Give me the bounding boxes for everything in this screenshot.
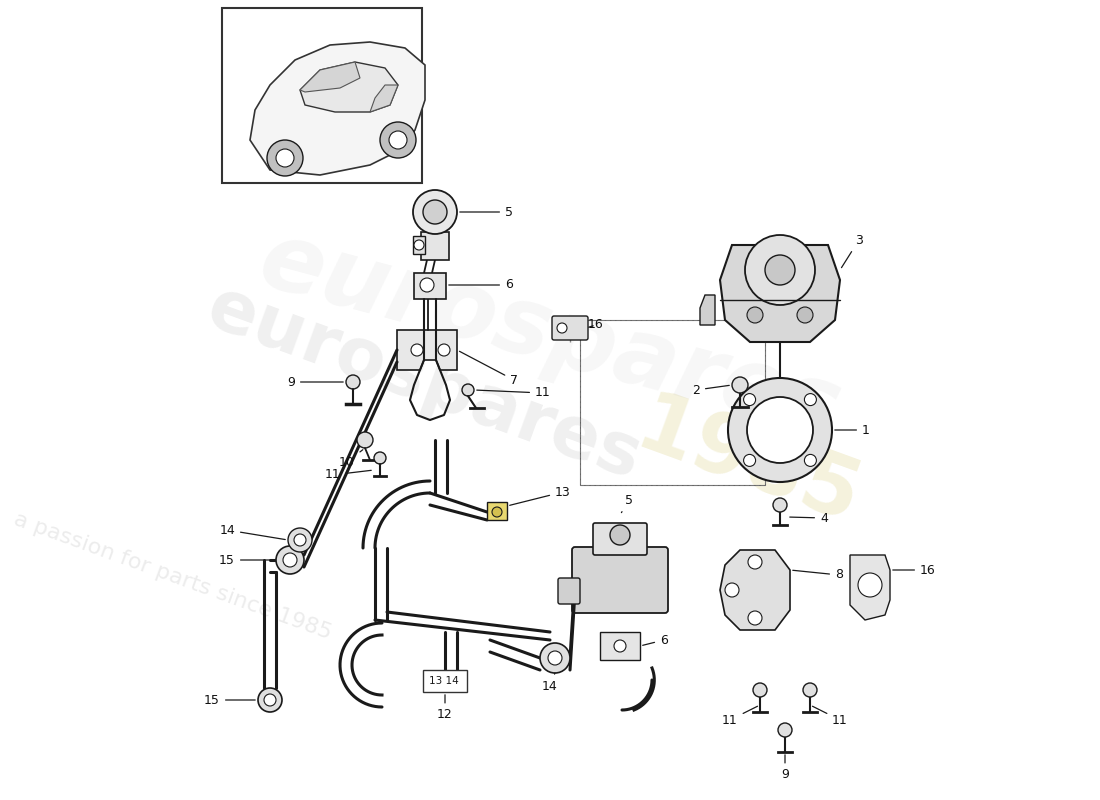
Text: 9: 9 (781, 754, 789, 782)
Text: 11: 11 (722, 706, 758, 726)
Circle shape (614, 640, 626, 652)
Polygon shape (720, 245, 840, 342)
Circle shape (267, 140, 303, 176)
Circle shape (732, 377, 748, 393)
Circle shape (374, 452, 386, 464)
Circle shape (283, 553, 297, 567)
Circle shape (358, 432, 373, 448)
Polygon shape (397, 330, 456, 370)
FancyBboxPatch shape (572, 547, 668, 613)
Circle shape (803, 683, 817, 697)
Bar (414, 273, 446, 299)
Circle shape (858, 573, 882, 597)
Circle shape (258, 688, 282, 712)
Circle shape (389, 131, 407, 149)
Polygon shape (300, 62, 360, 92)
Circle shape (748, 611, 762, 625)
Circle shape (264, 694, 276, 706)
Bar (412, 236, 425, 254)
Text: 6: 6 (449, 278, 513, 291)
Circle shape (778, 723, 792, 737)
Bar (600, 632, 640, 660)
Polygon shape (250, 42, 425, 175)
Text: 5: 5 (621, 494, 632, 513)
Circle shape (798, 307, 813, 323)
Polygon shape (370, 85, 398, 112)
Text: 8: 8 (793, 569, 843, 582)
Text: 7: 7 (460, 351, 518, 386)
Text: 13: 13 (509, 486, 571, 506)
Polygon shape (300, 62, 398, 112)
Bar (580, 320, 764, 485)
Text: 13 14: 13 14 (429, 676, 459, 686)
Text: 9: 9 (287, 375, 343, 389)
Bar (487, 502, 507, 520)
Circle shape (748, 555, 762, 569)
Circle shape (557, 323, 566, 333)
Circle shape (276, 149, 294, 167)
Circle shape (411, 344, 424, 356)
Circle shape (420, 278, 434, 292)
Text: 6: 6 (642, 634, 668, 646)
FancyBboxPatch shape (552, 316, 589, 340)
Text: a passion for parts since 1985: a passion for parts since 1985 (11, 509, 334, 643)
Circle shape (754, 683, 767, 697)
Text: 4: 4 (790, 511, 828, 525)
Circle shape (424, 200, 447, 224)
Circle shape (728, 378, 832, 482)
Text: 16: 16 (588, 318, 604, 331)
Circle shape (744, 394, 756, 406)
Polygon shape (700, 295, 715, 325)
Circle shape (804, 394, 816, 406)
Text: 16: 16 (893, 563, 936, 577)
Text: 12: 12 (437, 694, 453, 722)
Text: 3: 3 (842, 234, 862, 268)
Text: 14: 14 (219, 523, 285, 539)
Circle shape (438, 344, 450, 356)
Text: 15: 15 (205, 694, 255, 706)
Bar (424, 670, 468, 692)
Text: 5: 5 (460, 206, 513, 218)
Text: 11: 11 (476, 386, 551, 399)
Circle shape (462, 384, 474, 396)
Polygon shape (850, 555, 890, 620)
Text: 14: 14 (542, 673, 558, 693)
Text: 10: 10 (339, 450, 363, 469)
FancyBboxPatch shape (558, 578, 580, 604)
Circle shape (276, 546, 304, 574)
Circle shape (747, 307, 763, 323)
Circle shape (804, 454, 816, 466)
Text: 11: 11 (324, 469, 371, 482)
Text: 2: 2 (692, 383, 729, 397)
Circle shape (288, 528, 312, 552)
Circle shape (294, 534, 306, 546)
Bar (421, 232, 449, 260)
Circle shape (725, 583, 739, 597)
Text: 1985: 1985 (625, 386, 871, 542)
Circle shape (744, 454, 756, 466)
Circle shape (548, 651, 562, 665)
Text: eurospares: eurospares (198, 274, 651, 494)
Circle shape (747, 397, 813, 463)
Circle shape (346, 375, 360, 389)
Circle shape (492, 507, 502, 517)
Bar (222, 8, 422, 183)
Circle shape (412, 190, 456, 234)
FancyBboxPatch shape (593, 523, 647, 555)
Circle shape (764, 255, 795, 285)
Circle shape (745, 235, 815, 305)
Polygon shape (720, 550, 790, 630)
Text: 15: 15 (219, 554, 273, 566)
Circle shape (379, 122, 416, 158)
Text: eurospares: eurospares (250, 214, 850, 458)
Circle shape (773, 498, 786, 512)
Circle shape (414, 240, 424, 250)
Text: 1: 1 (835, 423, 870, 437)
Text: 11: 11 (813, 706, 848, 726)
Circle shape (540, 643, 570, 673)
Circle shape (610, 525, 630, 545)
